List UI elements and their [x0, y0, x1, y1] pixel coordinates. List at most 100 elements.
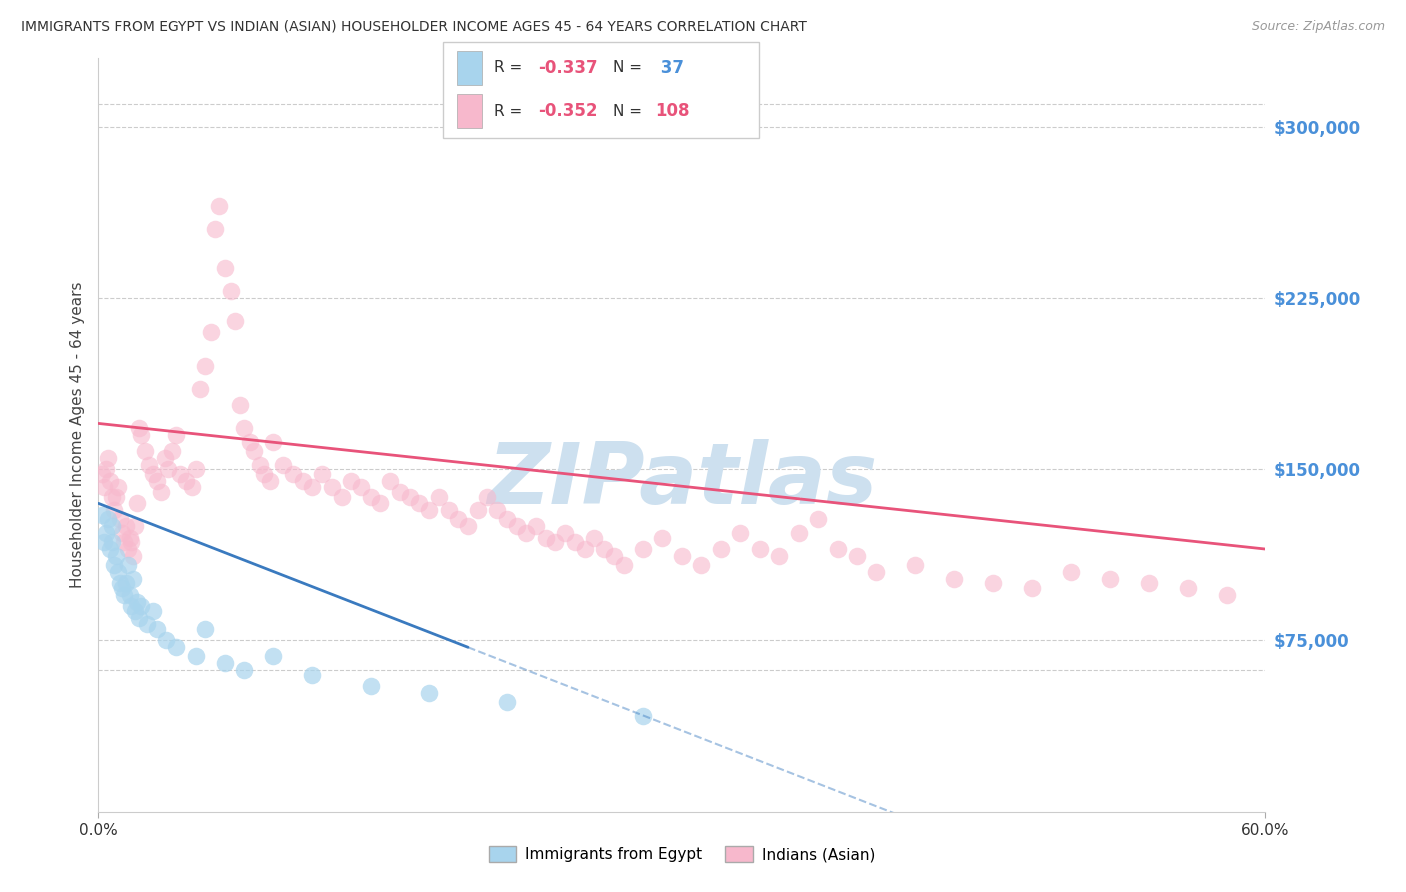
Point: [807, 512, 830, 526]
Point: [1021, 581, 1043, 595]
Point: [301, 667, 323, 681]
Point: [93, 535, 115, 549]
Point: [380, 474, 402, 488]
Point: [259, 474, 281, 488]
Point: [149, 485, 172, 500]
Point: [690, 558, 713, 572]
Point: [224, 313, 246, 327]
Point: [129, 427, 152, 442]
Point: [787, 526, 810, 541]
Point: [427, 490, 450, 504]
Point: [142, 467, 165, 481]
Point: [146, 622, 169, 636]
Point: [827, 542, 849, 557]
Text: R =: R =: [494, 103, 527, 119]
Point: [301, 480, 323, 494]
Point: [239, 434, 262, 449]
Point: [243, 443, 266, 458]
Point: [865, 565, 887, 579]
Point: [107, 480, 129, 494]
Point: [1215, 588, 1237, 602]
Text: 37: 37: [655, 59, 685, 77]
Point: [262, 434, 284, 449]
Point: [515, 526, 537, 541]
Point: [104, 549, 127, 563]
Point: [184, 649, 207, 664]
Point: [613, 558, 636, 572]
Point: [103, 558, 125, 572]
Point: [118, 531, 141, 545]
Point: [593, 542, 616, 557]
Point: [180, 480, 202, 494]
Point: [194, 622, 217, 636]
Point: [194, 359, 217, 374]
Point: [136, 617, 159, 632]
Text: -0.352: -0.352: [538, 103, 598, 120]
Point: [1137, 576, 1160, 591]
Point: [128, 610, 150, 624]
Point: [981, 576, 1004, 591]
Point: [118, 588, 141, 602]
Point: [748, 542, 770, 557]
Point: [155, 633, 177, 648]
Point: [114, 519, 136, 533]
Point: [583, 531, 606, 545]
Point: [111, 526, 134, 541]
Point: [104, 490, 127, 504]
Point: [408, 496, 430, 510]
Point: [157, 462, 180, 476]
Point: [1060, 565, 1083, 579]
Point: [124, 519, 146, 533]
Point: [477, 490, 499, 504]
Point: [127, 594, 149, 608]
Point: [134, 443, 156, 458]
Point: [281, 467, 304, 481]
Point: [437, 503, 460, 517]
Point: [98, 542, 121, 557]
Point: [127, 496, 149, 510]
Point: [107, 565, 129, 579]
Point: [128, 421, 150, 435]
Legend: Immigrants from Egypt, Indians (Asian): Immigrants from Egypt, Indians (Asian): [482, 840, 882, 868]
Point: [200, 325, 222, 339]
Point: [330, 490, 353, 504]
Text: R =: R =: [494, 61, 527, 76]
Point: [121, 599, 143, 614]
Text: ZIPatlas: ZIPatlas: [486, 439, 877, 522]
Point: [101, 535, 124, 549]
Point: [418, 503, 440, 517]
Point: [153, 450, 176, 465]
Point: [671, 549, 693, 563]
Point: [350, 480, 373, 494]
Point: [174, 474, 197, 488]
Point: [112, 588, 135, 602]
Point: [204, 222, 226, 236]
Point: [1098, 572, 1121, 586]
Point: [121, 535, 143, 549]
Point: [229, 398, 252, 412]
Point: [340, 474, 363, 488]
Point: [398, 490, 420, 504]
Point: [904, 558, 927, 572]
Point: [112, 535, 135, 549]
Point: [418, 686, 440, 700]
Point: [188, 382, 211, 396]
Point: [631, 708, 654, 723]
Point: [122, 549, 145, 563]
Point: [214, 657, 236, 671]
Point: [291, 474, 314, 488]
Point: [208, 199, 231, 213]
Point: [768, 549, 790, 563]
Point: [101, 519, 124, 533]
Point: [710, 542, 733, 557]
Point: [165, 640, 187, 655]
Point: [846, 549, 869, 563]
Point: [262, 649, 284, 664]
Point: [117, 558, 139, 572]
Point: [97, 512, 120, 526]
Point: [311, 467, 333, 481]
Point: [146, 474, 169, 488]
Point: [544, 535, 567, 549]
Point: [184, 462, 207, 476]
Point: [631, 542, 654, 557]
